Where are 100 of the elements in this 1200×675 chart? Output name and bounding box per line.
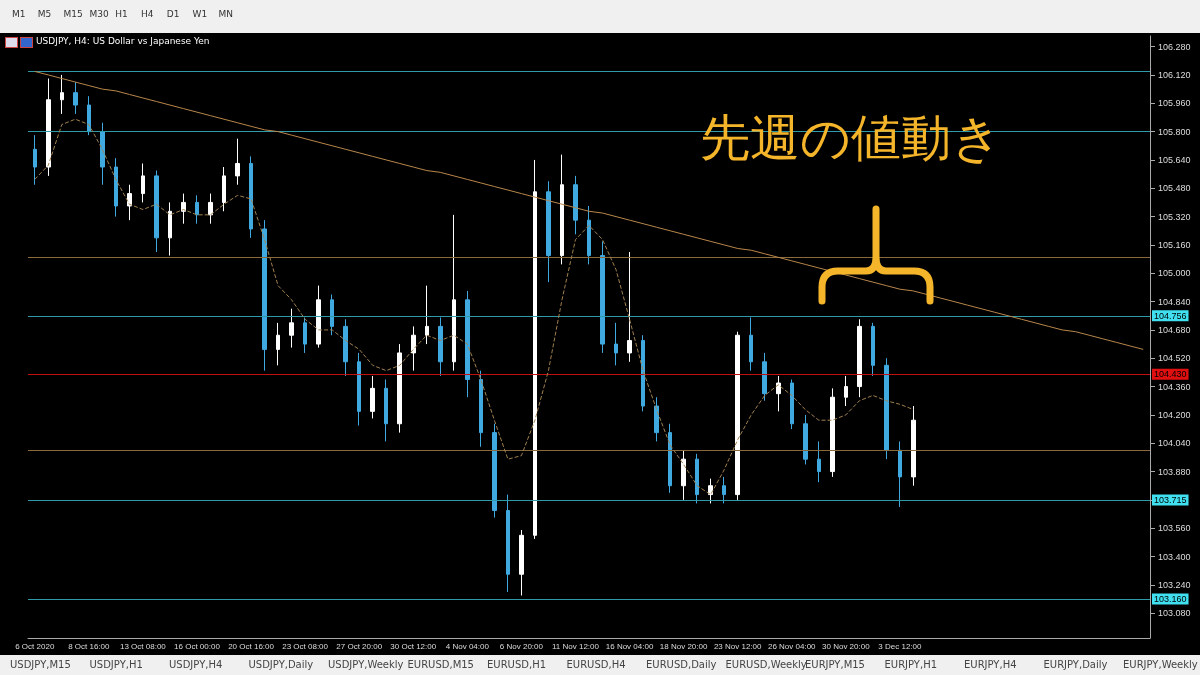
candlestick [330,294,334,336]
candlestick [790,378,794,430]
text: USDJPY,H1 [89,659,143,670]
candlestick [681,449,686,501]
candlestick [776,375,781,412]
text: EURUSD,Daily [646,659,717,670]
candlestick [411,325,416,372]
candlestick [506,494,510,593]
candlestick [695,453,699,504]
candlestick [857,318,862,398]
x-tick-label: 23 Oct 08:00 [282,641,329,651]
text: EURUSD,H4 [566,659,626,670]
candlestick [276,322,280,366]
candlestick [587,205,591,265]
ref-line-label: 103.715 [1154,494,1187,505]
candlestick [898,440,902,508]
x-tick-label: 30 Nov 20:00 [822,641,871,651]
y-tick-label: 104.200 [1158,409,1191,420]
candlestick [425,285,429,345]
y-tick-label: 104.040 [1158,438,1191,449]
candlestick [762,352,767,402]
candlestick [384,378,388,442]
candlestick [357,352,361,427]
candlestick [573,175,578,235]
candlestick [735,331,740,501]
candlestick [641,334,645,412]
candlestick [168,201,172,257]
candlestick [235,138,240,186]
y-tick-label: 104.840 [1158,296,1191,307]
candlestick [479,370,483,448]
text: M5 [37,9,52,19]
candlestick [316,285,321,349]
y-tick-label: 104.360 [1158,381,1191,392]
candlestick [546,180,551,283]
candlestick [289,308,294,349]
candlestick [154,170,159,253]
candlestick [262,219,267,372]
text: H4 [141,9,154,19]
x-tick-label: 4 Nov 04:00 [445,641,490,651]
x-tick-label: 13 Oct 08:00 [120,641,167,651]
x-tick-label: 6 Nov 20:00 [499,641,544,651]
text: M30 [89,9,109,19]
candlestick [614,322,618,366]
y-tick-label: 105.000 [1158,268,1191,279]
text: M15 [63,9,83,19]
text: EURUSD,Weekly [725,659,807,670]
text: W1 [192,9,208,19]
candlestick [127,184,132,221]
candlestick [803,414,808,465]
ref-line-label: 103.160 [1154,594,1187,605]
x-tick-label: 30 Oct 12:00 [390,641,437,651]
candlestick [100,122,105,186]
candlestick [830,387,835,478]
candlestick [533,159,537,540]
candlestick [749,317,753,372]
candlestick [249,155,253,239]
y-tick-label: 105.160 [1158,239,1191,250]
candlestick [195,194,199,225]
candlestick [722,476,726,504]
y-tick-label: 104.520 [1158,353,1191,364]
chart-title: USDJPY, H4: US Dollar vs Japanese Yen [36,36,210,46]
x-tick-label: 16 Oct 00:00 [174,641,221,651]
candlestick [303,317,307,354]
candlestick [181,193,186,225]
x-tick-label: 16 Nov 04:00 [605,641,654,651]
x-tick-label: 18 Nov 20:00 [659,641,708,651]
text: EURJPY,H1 [884,659,938,670]
y-tick-label: 104.680 [1158,324,1191,335]
y-tick-label: 105.320 [1158,211,1191,222]
text: MN [218,9,233,19]
x-tick-label: 27 Oct 20:00 [336,641,383,651]
candlestick [668,423,672,494]
candlestick [438,317,443,377]
x-tick-label: 26 Nov 04:00 [767,641,817,651]
candlestick [817,440,821,483]
x-tick-label: 11 Nov 12:00 [551,641,600,651]
candlestick [844,375,848,407]
y-tick-label: 105.640 [1158,154,1191,165]
x-tick-label: 3 Dec 12:00 [878,641,923,651]
candlestick [492,423,497,519]
ref-line-label: 104.430 [1154,369,1187,380]
candlestick [560,154,564,265]
candlestick [46,77,51,177]
x-tick-label: 6 Oct 2020 [15,641,55,651]
text: USDJPY,Weekly [328,659,404,670]
line-series [34,70,1144,350]
candlestick [465,290,470,398]
text: D1 [166,9,180,19]
x-tick-label: 8 Oct 16:00 [68,641,111,651]
candlestick [343,318,348,377]
candlestick [884,357,889,460]
candlestick [222,166,226,212]
text: EURUSD,H1 [487,659,547,670]
text: USDJPY,H4 [169,659,223,670]
text: H1 [115,9,128,19]
text: EURJPY,H4 [964,659,1017,670]
y-tick-label: 105.480 [1158,183,1191,194]
candlestick [114,157,118,218]
text: USDJPY,Daily [248,659,314,670]
candlestick [397,343,402,434]
